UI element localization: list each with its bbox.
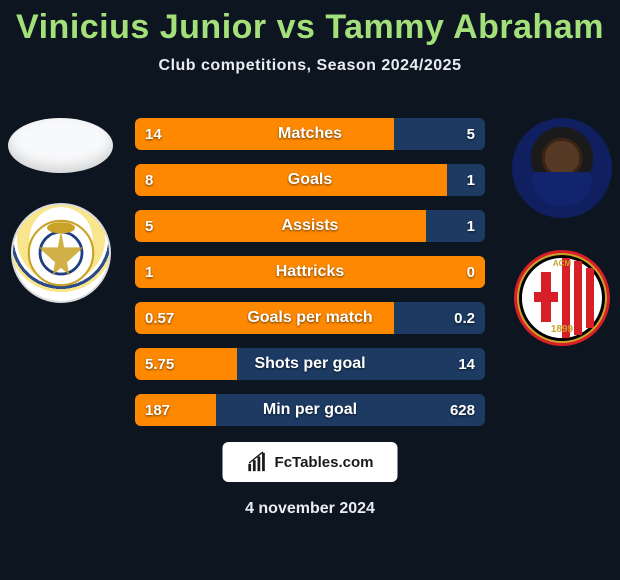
bar-label: Assists (135, 210, 485, 242)
bar-row: Assists5 1 (135, 210, 485, 242)
bar-value-right: 5 (467, 118, 475, 150)
subtitle: Club competitions, Season 2024/2025 (0, 57, 620, 75)
bar-label: Goals (135, 164, 485, 196)
bar-value-left: 187 (145, 394, 170, 426)
bar-value-left: 14 (145, 118, 162, 150)
comparison-bars: Matches145Goals81Assists51Hattricks10Goa… (135, 118, 485, 426)
bar-value-right: 628 (450, 394, 475, 426)
svg-text:1899: 1899 (551, 324, 574, 335)
bar-label: Shots per goal (135, 348, 485, 380)
bar-label: Hattricks (135, 256, 485, 288)
club-logo-left (11, 203, 111, 303)
bar-value-left: 0.57 (145, 302, 174, 334)
bar-value-left: 5.75 (145, 348, 174, 380)
chart-area: 1899 ACM Matches145Goals81Assists51Hattr… (0, 100, 620, 440)
bar-value-right: 1 (467, 210, 475, 242)
bar-value-right: 0 (467, 256, 475, 288)
date-label: 4 november 2024 (0, 500, 620, 518)
comparison-card: Vinicius Junior vs Tammy Abraham Club co… (0, 0, 620, 580)
bar-value-left: 5 (145, 210, 153, 242)
real-madrid-icon (26, 218, 96, 288)
bar-row: Min per goal187 628 (135, 394, 485, 426)
fctables-icon (247, 451, 269, 473)
bar-row: Goals8 1 (135, 164, 485, 196)
player-avatar-right (512, 118, 612, 218)
bar-value-right: 14 (458, 348, 475, 380)
bar-value-right: 0.2 (454, 302, 475, 334)
ac-milan-icon: 1899 ACM (512, 248, 612, 348)
footer-label: FcTables.com (275, 454, 374, 471)
bar-label: Min per goal (135, 394, 485, 426)
club-logo-right: 1899 ACM (512, 248, 612, 348)
footer-badge[interactable]: FcTables.com (223, 442, 398, 482)
left-column (8, 118, 113, 303)
bar-row: Shots per goal5.75 14 (135, 348, 485, 380)
bar-label: Goals per match (135, 302, 485, 334)
right-column: 1899 ACM (512, 118, 612, 348)
player-avatar-left (8, 118, 113, 173)
bar-row: Matches14 5 (135, 118, 485, 150)
bar-label: Matches (135, 118, 485, 150)
bar-row: Goals per match0.57 0.2 (135, 302, 485, 334)
bar-row: Hattricks1 0 (135, 256, 485, 288)
bar-value-right: 1 (467, 164, 475, 196)
svg-text:ACM: ACM (553, 259, 572, 268)
page-title: Vinicius Junior vs Tammy Abraham (0, 0, 620, 47)
bar-value-left: 1 (145, 256, 153, 288)
bar-value-left: 8 (145, 164, 153, 196)
